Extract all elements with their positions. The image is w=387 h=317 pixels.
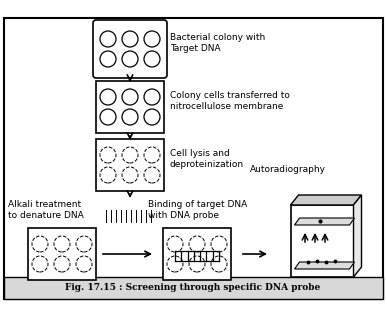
- Polygon shape: [291, 195, 361, 205]
- Polygon shape: [353, 195, 361, 277]
- Text: Cell lysis and
deproteinization: Cell lysis and deproteinization: [170, 149, 244, 169]
- Bar: [4, 277, 383, 299]
- Polygon shape: [295, 262, 354, 269]
- Text: Binding of target DNA
with DNA probe: Binding of target DNA with DNA probe: [148, 200, 247, 220]
- Polygon shape: [295, 218, 354, 225]
- FancyBboxPatch shape: [93, 20, 167, 78]
- Text: Bacterial colony with
Target DNA: Bacterial colony with Target DNA: [170, 33, 265, 53]
- Bar: [4, 18, 383, 299]
- Text: Fig. 17.15 : Screening through specific DNA probe: Fig. 17.15 : Screening through specific …: [65, 283, 320, 293]
- Bar: [163, 228, 231, 280]
- Bar: [96, 81, 164, 133]
- Bar: [28, 228, 96, 280]
- Bar: [291, 205, 353, 277]
- Text: Colony cells transferred to
nitrocellulose membrane: Colony cells transferred to nitrocellulo…: [170, 91, 290, 111]
- Text: Alkali treatment
to denature DNA: Alkali treatment to denature DNA: [8, 200, 84, 220]
- Text: Autoradiography: Autoradiography: [250, 165, 326, 173]
- Bar: [96, 139, 164, 191]
